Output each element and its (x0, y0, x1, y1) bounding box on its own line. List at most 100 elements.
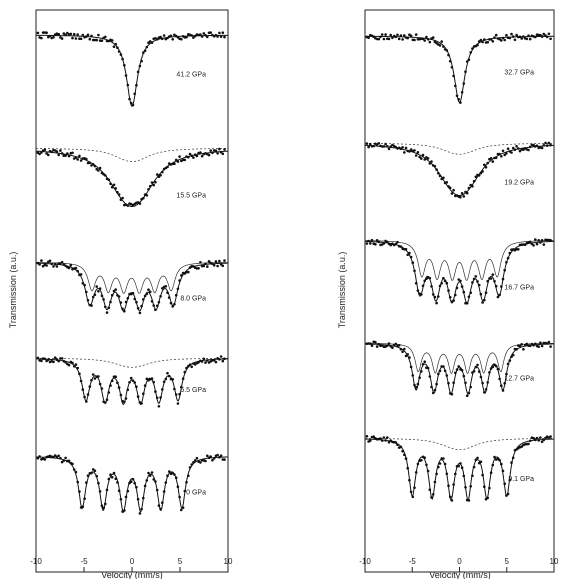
data-point (90, 304, 93, 307)
data-point (136, 395, 140, 398)
data-point (404, 247, 408, 251)
data-point (60, 152, 64, 155)
data-point (152, 380, 155, 384)
data-point (67, 154, 71, 158)
data-point (93, 293, 97, 297)
data-point (178, 279, 181, 282)
data-point (105, 488, 109, 492)
data-point (423, 158, 427, 161)
data-point (192, 36, 195, 39)
data-point (549, 143, 552, 147)
data-point (88, 37, 92, 41)
data-point (528, 439, 532, 443)
data-point (411, 261, 415, 265)
data-point (403, 453, 406, 457)
data-point (219, 454, 223, 458)
data-point (216, 152, 219, 155)
data-point (522, 35, 525, 38)
data-point (131, 291, 135, 295)
data-point (508, 36, 512, 40)
data-point (91, 295, 95, 299)
data-point (413, 149, 416, 152)
data-point (377, 240, 381, 244)
data-point (93, 377, 97, 380)
data-point (500, 155, 503, 158)
data-point (110, 475, 114, 479)
data-point (523, 243, 527, 246)
data-point (527, 34, 530, 37)
data-point (143, 294, 147, 298)
data-point (408, 356, 411, 359)
data-point (464, 381, 467, 385)
data-point (185, 270, 188, 274)
data-point (534, 35, 537, 39)
data-point (133, 92, 136, 96)
data-point (377, 342, 381, 346)
data-point (435, 301, 438, 305)
data-point (74, 37, 78, 40)
data-point (438, 284, 442, 288)
data-point (494, 33, 498, 37)
data-point (102, 298, 105, 301)
data-point (178, 392, 181, 396)
data-point (511, 146, 515, 150)
data-point (171, 305, 174, 308)
data-point (483, 38, 486, 41)
data-point (50, 150, 53, 154)
data-point (414, 471, 418, 474)
data-point (500, 462, 503, 466)
data-point (489, 38, 493, 41)
data-point (462, 374, 466, 378)
data-point (131, 477, 135, 481)
data-point (216, 453, 219, 457)
data-point (119, 198, 123, 201)
data-point (501, 277, 505, 281)
data-point (216, 35, 219, 38)
data-point (97, 169, 100, 172)
data-point (530, 242, 534, 246)
data-point (408, 150, 411, 153)
data-point (199, 33, 202, 36)
data-point (401, 449, 404, 453)
data-point (389, 145, 393, 148)
data-point (219, 35, 223, 38)
data-point (138, 202, 142, 205)
spectrum-component-line (365, 438, 554, 451)
data-point (159, 295, 162, 298)
data-point (166, 371, 169, 375)
data-point (479, 375, 483, 379)
data-point (190, 365, 193, 369)
data-point (36, 456, 40, 460)
spectrum-fit-line (365, 240, 554, 304)
data-point (462, 195, 466, 198)
data-point (167, 374, 171, 378)
spectrum-component-line (36, 262, 228, 294)
data-point (124, 397, 128, 400)
data-point (445, 281, 449, 285)
data-point (496, 295, 500, 299)
data-point (408, 251, 411, 255)
data-point (397, 344, 401, 347)
data-point (389, 33, 393, 37)
data-point (450, 392, 454, 396)
data-point (372, 144, 376, 148)
data-point (173, 303, 176, 306)
data-point (91, 373, 95, 376)
data-point (90, 34, 93, 38)
left-x-axis-label: Velocity (mm/s) (101, 570, 163, 579)
data-point (131, 379, 135, 383)
data-point (218, 259, 221, 263)
data-point (164, 377, 168, 381)
data-point (455, 286, 459, 290)
data-point (491, 365, 495, 369)
data-point (380, 33, 384, 36)
data-point (471, 185, 474, 188)
data-point (537, 345, 540, 349)
data-point (369, 342, 372, 345)
data-point (107, 306, 111, 310)
data-point (121, 307, 124, 311)
data-point (421, 284, 425, 288)
data-point (79, 159, 83, 162)
data-point (204, 459, 207, 463)
pressure-label: 15.5 GPa (176, 193, 206, 200)
